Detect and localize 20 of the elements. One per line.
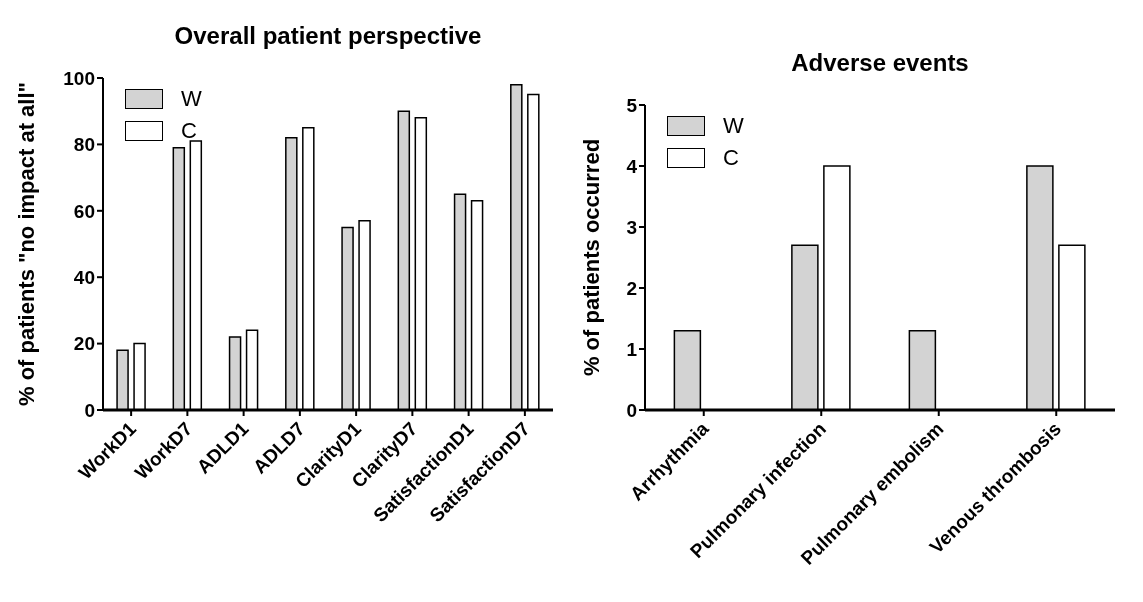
y-tick-label: 80 xyxy=(73,134,95,156)
legend-label: W xyxy=(723,113,744,139)
y-tick-label: 4 xyxy=(626,155,638,177)
legend-label: C xyxy=(723,145,739,171)
y-tick-label: 60 xyxy=(73,200,95,222)
chart-title: Overall patient perspective xyxy=(173,22,483,50)
y-tick-label: 0 xyxy=(84,399,95,421)
legend-label: W xyxy=(181,86,202,112)
y-tick-label: 20 xyxy=(73,333,95,355)
y-tick-label: 1 xyxy=(626,338,638,360)
chart-title: Adverse events xyxy=(790,49,970,77)
y-tick-label: 3 xyxy=(626,216,637,238)
legend-label: C xyxy=(181,118,197,144)
y-tick-label: 0 xyxy=(626,399,637,421)
y-tick-label: 2 xyxy=(626,277,637,299)
y-tick-label: 40 xyxy=(73,266,95,288)
y-axis-title: % of patients occurred xyxy=(578,138,604,377)
y-tick-label: 5 xyxy=(626,94,638,116)
y-tick-label: 100 xyxy=(63,67,95,89)
y-axis-title: % of patients "no impact at all" xyxy=(13,81,39,407)
